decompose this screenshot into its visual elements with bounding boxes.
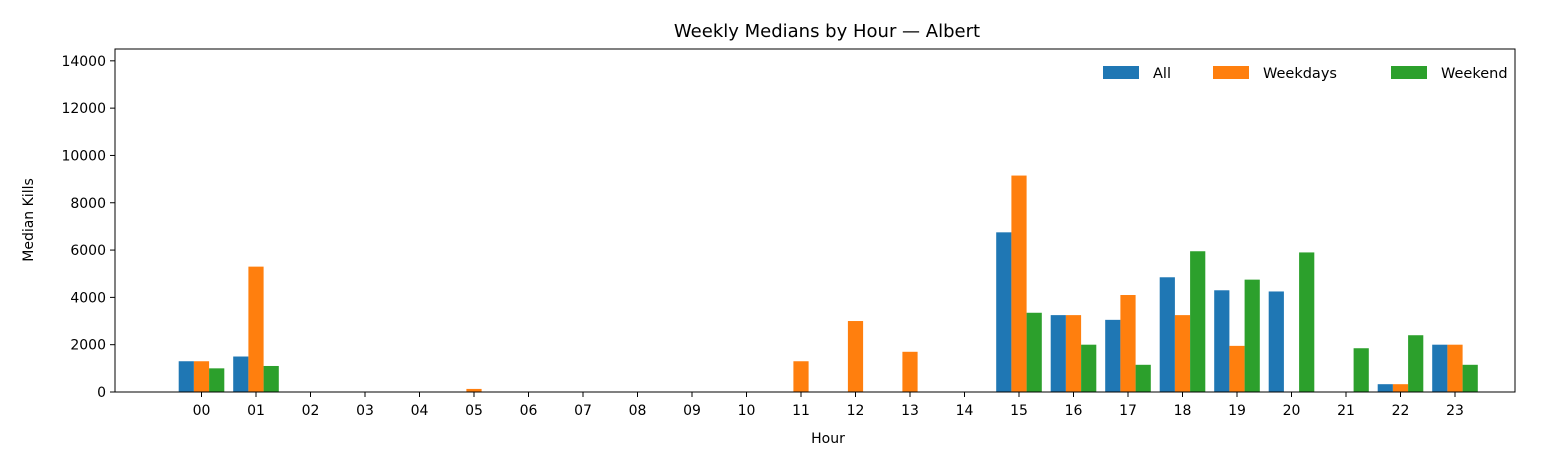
bar-all-01 [233,356,249,392]
y-axis: 0 2000 4000 6000 8000 10000 12000 14000 [61,54,115,401]
bar-all-19 [1214,290,1230,392]
bar-weekdays-11 [793,361,809,392]
bar-all-17 [1105,319,1121,392]
y-tick-label-10000: 10000 [61,148,106,164]
x-tick-label-09: 09 [683,403,701,419]
bar-weekdays-01 [248,266,264,392]
legend-label-all: All [1153,66,1171,82]
bar-weekdays-17 [1120,295,1136,392]
bar-weekend-17 [1135,364,1151,392]
chart-title: Weekly Medians by Hour — Albert [674,21,980,42]
bar-weekdays-18 [1174,315,1191,392]
bar-weekend-16 [1081,344,1097,392]
bar-weekdays-12 [847,321,864,392]
x-tick-label-22: 22 [1392,403,1410,419]
bar-weekdays-15 [1011,175,1027,392]
bar-weekend-21 [1353,348,1369,392]
bar-weekend-18 [1190,251,1206,392]
x-tick-label-21: 21 [1337,403,1355,419]
bar-weekend-00 [209,368,225,392]
y-tick-label-12000: 12000 [61,101,106,117]
x-tick-label-17: 17 [1119,403,1137,419]
bar-all-15 [996,232,1012,392]
bar-all-18 [1159,277,1175,392]
x-tick-label-04: 04 [411,403,429,419]
bar-weekend-15 [1026,312,1042,392]
x-tick-label-00: 00 [193,403,211,419]
bar-weekend-19 [1244,279,1260,392]
y-axis-label: Median Kills [21,178,37,262]
x-tick-label-07: 07 [574,403,592,419]
y-tick-label-14000: 14000 [61,54,106,70]
y-tick-label-6000: 6000 [70,243,106,259]
bar-weekdays-23 [1447,344,1463,392]
x-tick-label-12: 12 [847,403,865,419]
bar-all-20 [1268,291,1284,392]
bar-all-00 [178,361,194,392]
legend-label-weekend: Weekend [1441,66,1508,82]
bars [178,175,1478,392]
x-tick-label-06: 06 [520,403,538,419]
legend-swatch-weekend [1391,66,1427,79]
x-tick-label-05: 05 [465,403,483,419]
legend-swatch-weekdays [1213,66,1249,79]
x-tick-label-16: 16 [1065,403,1083,419]
x-tick-label-08: 08 [629,403,647,419]
x-tick-label-03: 03 [356,403,374,419]
y-tick-label-4000: 4000 [70,290,106,306]
bar-weekend-23 [1462,364,1478,392]
x-tick-label-01: 01 [247,403,265,419]
legend-label-weekdays: Weekdays [1263,66,1337,82]
bar-all-23 [1432,344,1448,392]
plot-frame [114,48,1516,393]
bar-weekdays-22 [1392,384,1409,392]
x-tick-label-20: 20 [1283,403,1301,419]
y-tick-label-2000: 2000 [70,338,106,354]
bar-weekdays-16 [1065,315,1082,392]
bar-weekdays-00 [193,361,210,392]
bar-weekdays-19 [1229,345,1245,392]
legend: All Weekdays Weekend [1103,66,1508,82]
x-tick-label-11: 11 [792,403,810,419]
bar-all-22 [1377,384,1393,392]
bar-all-16 [1050,315,1066,392]
bar-weekend-20 [1299,252,1315,392]
bar-weekdays-13 [902,351,918,392]
x-axis-label: Hour [811,431,845,447]
bar-weekend-01 [263,365,279,392]
x-tick-label-19: 19 [1228,403,1246,419]
x-tick-label-13: 13 [901,403,919,419]
y-tick-label-8000: 8000 [70,196,106,212]
x-tick-label-23: 23 [1446,403,1464,419]
bar-weekdays-05 [466,388,482,392]
legend-swatch-all [1103,66,1139,79]
x-tick-label-02: 02 [302,403,320,419]
x-tick-label-18: 18 [1174,403,1192,419]
x-tick-label-14: 14 [956,403,974,419]
y-tick-label-0: 0 [97,385,106,401]
bar-weekend-22 [1408,335,1424,392]
x-axis: 00 01 02 03 04 05 06 07 08 09 10 11 12 13 14 15 16 17 18 19… [193,392,1464,419]
x-tick-label-15: 15 [1010,403,1028,419]
x-tick-label-10: 10 [738,403,756,419]
